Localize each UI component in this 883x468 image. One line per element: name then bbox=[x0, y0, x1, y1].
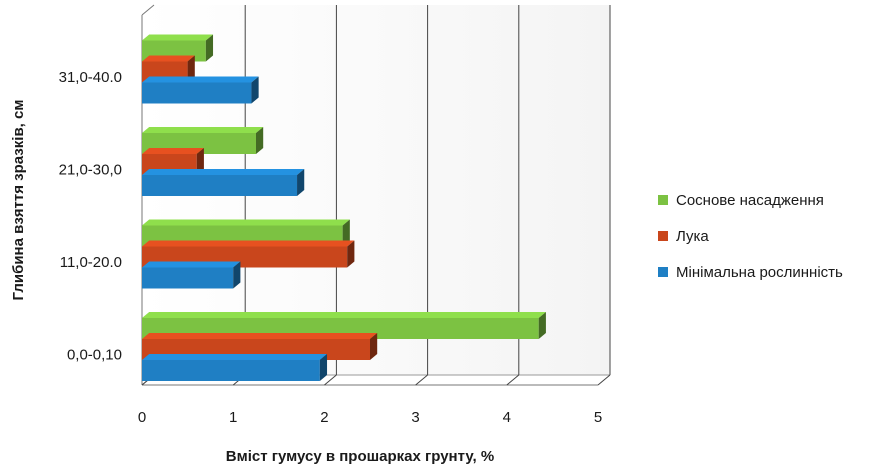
gridline-floor bbox=[598, 375, 610, 385]
legend-label: Соснове насадження bbox=[676, 192, 824, 209]
bar-top-face bbox=[142, 241, 354, 247]
y-tick-label: 21,0-30,0 bbox=[59, 162, 122, 179]
x-tick-label: 0 bbox=[138, 409, 146, 426]
legend-item: Лука bbox=[658, 228, 709, 245]
bar bbox=[142, 175, 297, 196]
y-tick-label: 0,0-0,10 bbox=[67, 347, 122, 364]
bar-top-face bbox=[142, 169, 304, 175]
bar-top-face bbox=[142, 354, 327, 360]
bar-top-face bbox=[142, 220, 350, 226]
y-tick-label: 11,0-20.0 bbox=[60, 254, 122, 271]
bar-top-face bbox=[142, 127, 263, 133]
y-axis-title: Глибина взяття зразків, см bbox=[10, 100, 27, 301]
x-tick-label: 4 bbox=[503, 409, 511, 426]
x-tick-label: 1 bbox=[229, 409, 237, 426]
gridline-floor bbox=[416, 375, 428, 385]
bar-top-face bbox=[142, 77, 259, 83]
y-tick-labels: 0,0-0,10 11,0-20.0 21,0-30,0 31,0-40.0 bbox=[59, 69, 122, 364]
legend-label: Мінімальна рослинність bbox=[676, 264, 843, 281]
legend: Соснове насадження Лука Мінімальна рослинн… bbox=[658, 192, 843, 281]
bar-top-face bbox=[142, 35, 213, 41]
bar bbox=[142, 268, 233, 289]
legend-item: Соснове насадження bbox=[658, 192, 824, 209]
y-tick-label: 31,0-40.0 bbox=[59, 69, 122, 86]
legend-swatch bbox=[658, 231, 668, 241]
x-tick-label: 3 bbox=[411, 409, 419, 426]
bar-top-face bbox=[142, 312, 546, 318]
x-axis-title: Вміст гумусу в прошарках грунту, % bbox=[226, 448, 494, 465]
gridline-floor bbox=[507, 375, 519, 385]
bar-top-face bbox=[142, 333, 377, 339]
bar bbox=[142, 360, 320, 381]
bar-top-face bbox=[142, 262, 240, 268]
x-tick-label: 5 bbox=[594, 409, 602, 426]
legend-label: Лука bbox=[676, 228, 709, 245]
bar-top-face bbox=[142, 148, 204, 154]
legend-item: Мінімальна рослинність bbox=[658, 264, 843, 281]
x-tick-labels: 0 1 2 3 4 5 bbox=[138, 409, 602, 426]
legend-swatch bbox=[658, 267, 668, 277]
bar-top-face bbox=[142, 56, 195, 62]
bar bbox=[142, 83, 251, 104]
legend-swatch bbox=[658, 195, 668, 205]
gridline-floor bbox=[324, 375, 336, 385]
x-tick-label: 2 bbox=[320, 409, 328, 426]
